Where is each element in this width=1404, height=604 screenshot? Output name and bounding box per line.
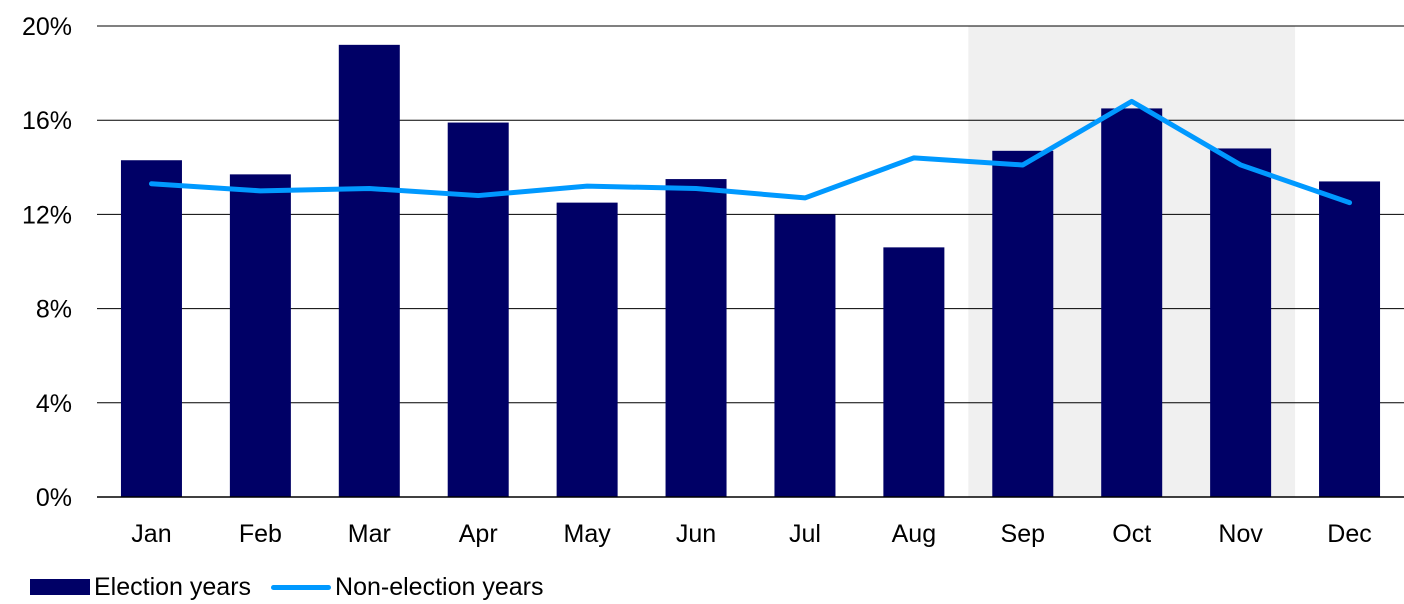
x-tick-label-mar: Mar — [348, 520, 391, 548]
x-tick-label-aug: Aug — [892, 520, 936, 548]
x-tick-label-sep: Sep — [1001, 520, 1045, 548]
x-tick-label-jul: Jul — [789, 520, 821, 548]
y-tick-label: 0% — [36, 484, 72, 512]
bar-nov — [1210, 148, 1271, 497]
legend-label-non-election: Non-election years — [335, 573, 543, 602]
bar-jun — [666, 179, 727, 497]
bar-mar — [339, 45, 400, 497]
x-tick-label-jun: Jun — [676, 520, 716, 548]
legend-item-election: Election years — [30, 573, 251, 602]
y-tick-label: 20% — [22, 13, 72, 41]
legend: Election years Non-election years — [30, 570, 563, 604]
y-tick-label: 12% — [22, 201, 72, 229]
bar-may — [557, 203, 618, 497]
y-tick-labels: 0% 4% 8% 12% 16% 20% — [22, 13, 72, 512]
legend-item-non-election: Non-election years — [271, 573, 543, 602]
bar-jan — [121, 160, 182, 497]
chart: 0% 4% 8% 12% 16% 20% Jan Feb Mar Apr May Jun Jul Aug… — [0, 0, 1404, 560]
legend-swatch-line — [271, 585, 331, 590]
legend-label-election: Election years — [94, 573, 251, 602]
bar-apr — [448, 123, 509, 497]
y-tick-label: 8% — [36, 296, 72, 324]
x-tick-label-apr: Apr — [459, 520, 498, 548]
bar-jul — [774, 214, 835, 497]
x-tick-label-nov: Nov — [1218, 520, 1263, 548]
legend-swatch-bar — [30, 579, 90, 595]
bar-sep — [992, 151, 1053, 497]
bar-feb — [230, 174, 291, 497]
x-tick-label-may: May — [564, 520, 612, 548]
bar-dec — [1319, 181, 1380, 497]
x-tick-label-feb: Feb — [239, 520, 282, 548]
x-tick-labels: Jan Feb Mar Apr May Jun Jul Aug Sep Oct Nov Dec — [131, 520, 1371, 548]
x-tick-label-jan: Jan — [131, 520, 171, 548]
x-tick-label-oct: Oct — [1112, 520, 1151, 548]
y-tick-label: 4% — [36, 390, 72, 418]
y-tick-label: 16% — [22, 107, 72, 135]
bar-oct — [1101, 108, 1162, 497]
x-tick-label-dec: Dec — [1327, 520, 1371, 548]
bar-aug — [883, 247, 944, 497]
